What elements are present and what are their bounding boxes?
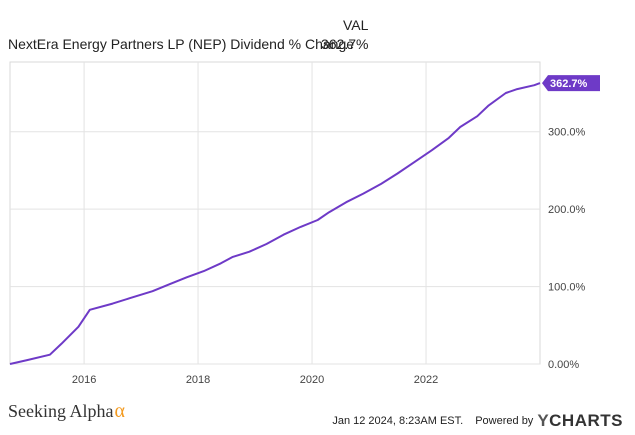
line-chart: 0.00% 100.0% 200.0% 300.0% 2016 2018 2020 2022 3… <box>9 61 600 386</box>
alpha-icon: α <box>114 400 125 422</box>
legend-header: VAL <box>343 17 369 33</box>
footer-info: Jan 12 2024, 8:23AM EST. Powered by YCHA… <box>332 411 623 431</box>
y-tick-label: 200.0% <box>548 204 586 216</box>
x-tick-label: 2018 <box>186 374 210 386</box>
y-tick-label: 100.0% <box>548 282 586 294</box>
x-tick-label: 2020 <box>300 374 324 386</box>
last-value-label: 362.7% <box>550 78 588 90</box>
ycharts-y-icon: Y <box>537 411 550 430</box>
timestamp: Jan 12 2024, 8:23AM EST. <box>332 415 464 427</box>
legend-series-value: 362.7% <box>321 36 369 52</box>
legend-series-name: NextEra Energy Partners LP (NEP) Dividen… <box>8 36 355 52</box>
y-tick-label: 0.00% <box>548 359 579 371</box>
y-tick-label: 300.0% <box>548 127 586 139</box>
x-tick-label: 2016 <box>72 374 96 386</box>
plot-frame <box>9 61 541 365</box>
ycharts-logo[interactable]: YCHARTS <box>537 411 623 431</box>
x-tick-label: 2022 <box>414 374 438 386</box>
ycharts-wordmark: CHARTS <box>549 411 623 430</box>
seeking-alpha-logo: Seeking Alphaα <box>8 400 125 423</box>
brand-name: Seeking Alpha <box>8 401 114 421</box>
last-value-tag <box>542 75 600 92</box>
legend-series-row: NextEra Energy Partners LP (NEP) Dividen… <box>8 36 368 52</box>
powered-by-label: Powered by <box>475 415 534 427</box>
series-line <box>9 82 541 365</box>
